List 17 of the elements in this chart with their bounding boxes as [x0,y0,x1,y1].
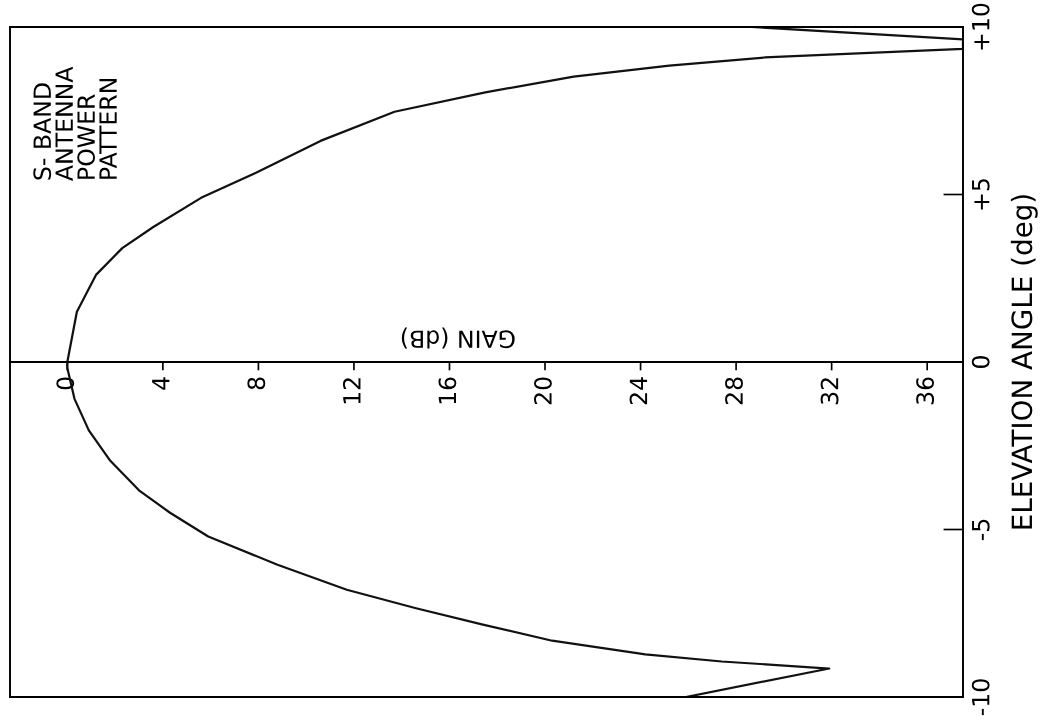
y-tick-label: +5 [972,179,990,210]
x-tick-label: 4 [152,377,170,390]
y-tick-label: -5 [972,519,990,541]
y-tick-label: -10 [971,679,990,716]
y-tick-label: +10 [971,3,990,50]
x-tick-label: 12 [342,378,361,404]
x-tick-label: 20 [534,377,552,405]
x-tick-label: 8 [247,377,266,390]
x-tick-label: 36 [916,377,935,405]
text: S- BAND ANTENNA POWER PATTERN [33,66,117,181]
x-tick-label: 28 [725,377,743,405]
x-tick-label: 16 [438,377,457,404]
x-axis-title: GAIN (dB) [401,327,515,349]
x-tick-label: 24 [629,377,648,405]
y-tick-label: 0 [971,356,990,368]
y-axis-title: ELEVATION ANGLE (deg) [1010,195,1038,529]
x-tick-label: 32 [820,378,839,405]
